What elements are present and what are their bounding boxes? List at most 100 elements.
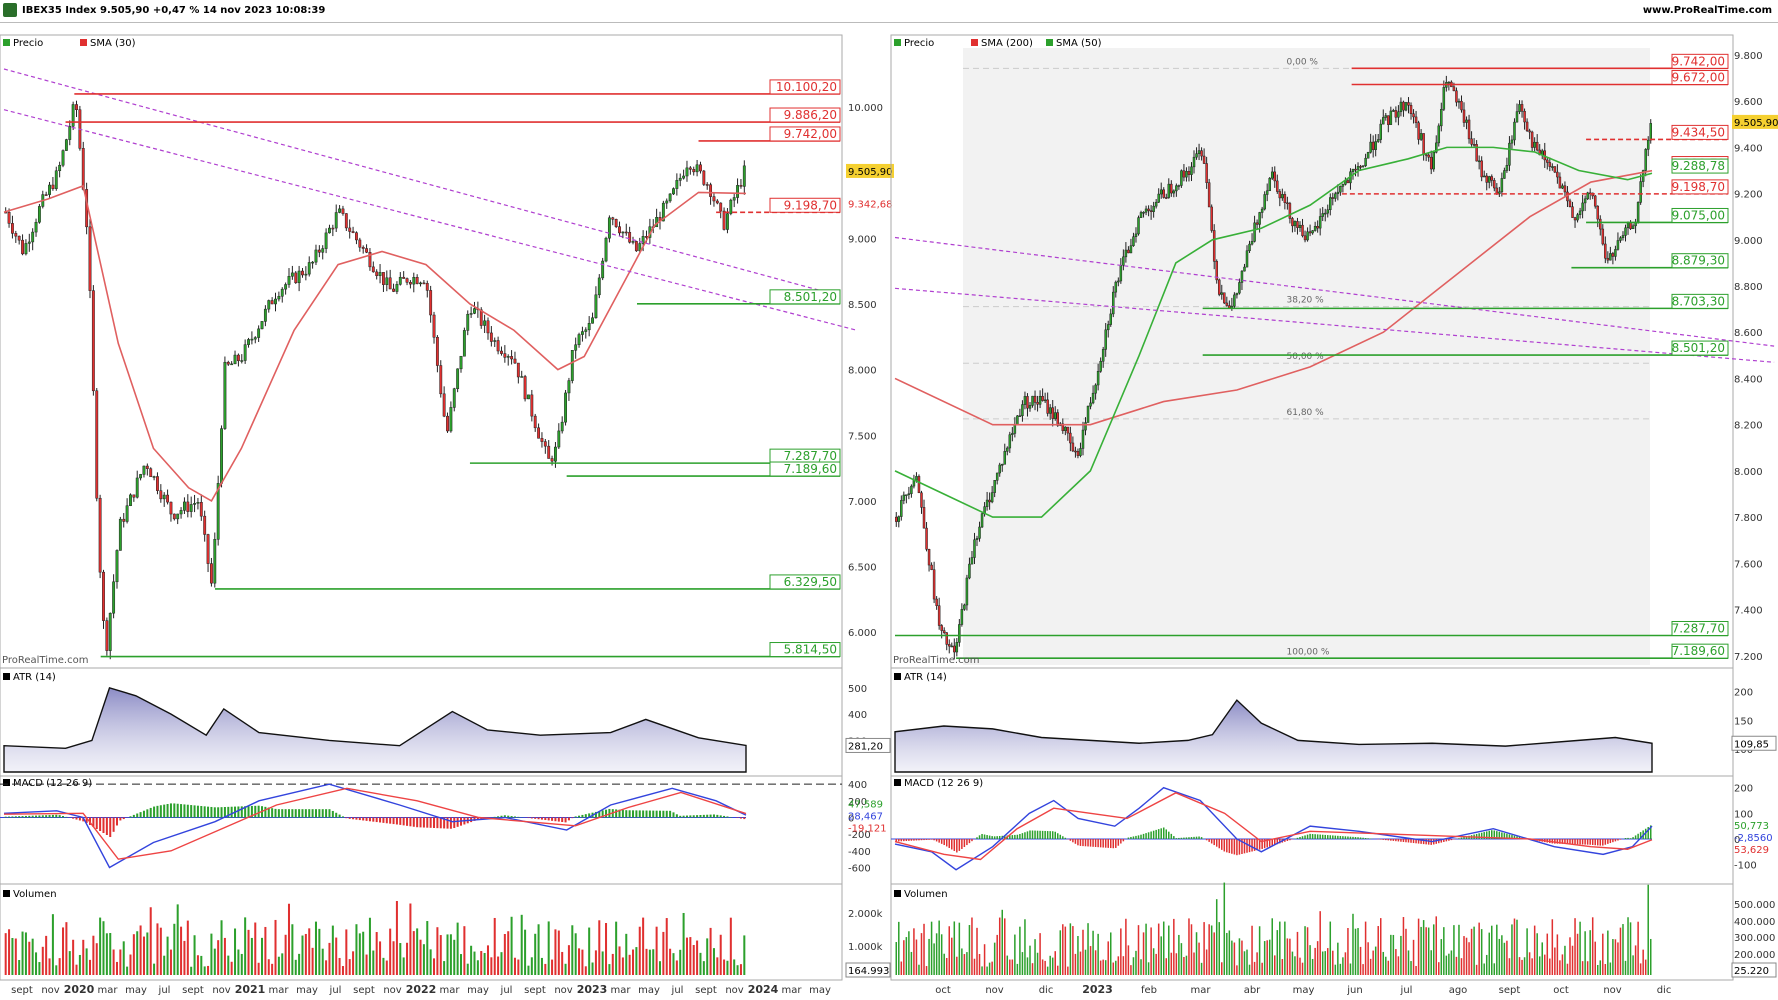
candle	[1616, 240, 1620, 250]
candle	[915, 476, 918, 481]
candle	[1639, 181, 1642, 203]
candle	[1268, 177, 1271, 192]
candle	[1066, 426, 1070, 434]
candle	[1011, 433, 1014, 435]
candle	[469, 313, 473, 315]
candle	[560, 421, 564, 432]
fib-zone	[963, 48, 1650, 665]
atr-legend-swatch	[3, 673, 10, 680]
candle	[1306, 231, 1309, 241]
candle	[209, 563, 213, 584]
candle	[233, 354, 237, 365]
x-tick-label: 2023	[577, 983, 608, 996]
candle	[958, 624, 961, 643]
price-legend: Precio	[904, 38, 934, 49]
x-tick-label: mar	[1191, 985, 1212, 996]
candle	[1152, 205, 1155, 212]
candle	[311, 261, 315, 264]
candle	[24, 243, 28, 255]
candle	[715, 200, 719, 204]
candle	[1248, 243, 1251, 252]
candle	[973, 539, 976, 558]
candle	[108, 612, 112, 651]
sma200-legend: SMA (200)	[981, 38, 1033, 49]
x-tick-label: sept	[11, 985, 33, 996]
macd-line	[894, 786, 1653, 871]
candle	[361, 246, 365, 249]
candle	[1573, 217, 1577, 221]
candle	[661, 202, 665, 222]
candle	[523, 376, 527, 400]
candle	[675, 180, 679, 189]
candle	[479, 309, 483, 326]
candle	[206, 534, 210, 564]
level-box	[1671, 293, 1729, 309]
level-box	[769, 197, 841, 213]
macd-tick: -200	[848, 830, 871, 841]
candle	[179, 510, 183, 515]
last-price-box	[1732, 114, 1778, 129]
level-label: 9.198,70	[784, 198, 837, 212]
candle	[990, 492, 994, 503]
candle	[712, 196, 716, 202]
candle	[907, 493, 911, 495]
x-tick-label: sept	[695, 985, 717, 996]
y-tick-label: 7.200	[1734, 652, 1763, 663]
candle	[328, 227, 331, 234]
candle	[1467, 119, 1471, 140]
volume-legend-swatch	[3, 890, 10, 897]
candle	[199, 502, 203, 517]
candle	[213, 539, 217, 584]
level-box	[1671, 53, 1729, 69]
candle	[1041, 395, 1044, 401]
site-link[interactable]: www.ProRealTime.com	[1642, 5, 1772, 16]
level-label: 9.434,50	[1672, 125, 1725, 139]
candle	[378, 272, 382, 276]
candle	[628, 232, 632, 243]
candle	[1508, 142, 1511, 166]
x-tick-label: mar	[98, 985, 119, 996]
level-label: 9.742,00	[1672, 54, 1725, 68]
candle	[1402, 101, 1405, 111]
candle	[1094, 384, 1097, 394]
signal-line	[894, 792, 1653, 861]
candle	[594, 294, 598, 319]
candle	[1185, 171, 1188, 178]
fib-label: 0,00 %	[1287, 57, 1319, 67]
candle	[732, 197, 736, 201]
candle	[1583, 198, 1587, 204]
candle	[456, 368, 460, 389]
candle	[1043, 399, 1047, 402]
level-label: 7.287,70	[1672, 621, 1725, 635]
macd-tick: -100	[1734, 861, 1757, 872]
candle	[1192, 156, 1196, 168]
macd-value: 47,589	[848, 800, 883, 811]
candle	[317, 249, 321, 253]
macd-legend-swatch	[3, 779, 10, 786]
candle	[385, 277, 389, 285]
price-legend-swatch	[894, 39, 901, 46]
candle	[597, 277, 601, 296]
candle	[1624, 227, 1627, 236]
candle	[183, 501, 186, 511]
candle	[1548, 162, 1552, 167]
candle	[1407, 102, 1410, 106]
candle	[1465, 119, 1468, 123]
candle	[1437, 125, 1441, 144]
candle	[1298, 224, 1302, 228]
last-price-box	[846, 163, 894, 178]
x-tick-label: may	[809, 985, 831, 996]
candle	[442, 393, 446, 417]
macd-value: 28,467	[848, 812, 883, 823]
x-tick-label: mar	[611, 985, 632, 996]
candle	[1435, 142, 1438, 153]
candle	[1129, 245, 1133, 254]
candle	[496, 340, 500, 352]
last-price-label: 9.505,90	[848, 167, 893, 178]
level-label: 10.100,20	[776, 80, 837, 94]
candle	[506, 356, 510, 358]
candle	[1046, 399, 1049, 414]
candle	[1553, 166, 1557, 173]
atr-legend: ATR (14)	[13, 672, 56, 683]
